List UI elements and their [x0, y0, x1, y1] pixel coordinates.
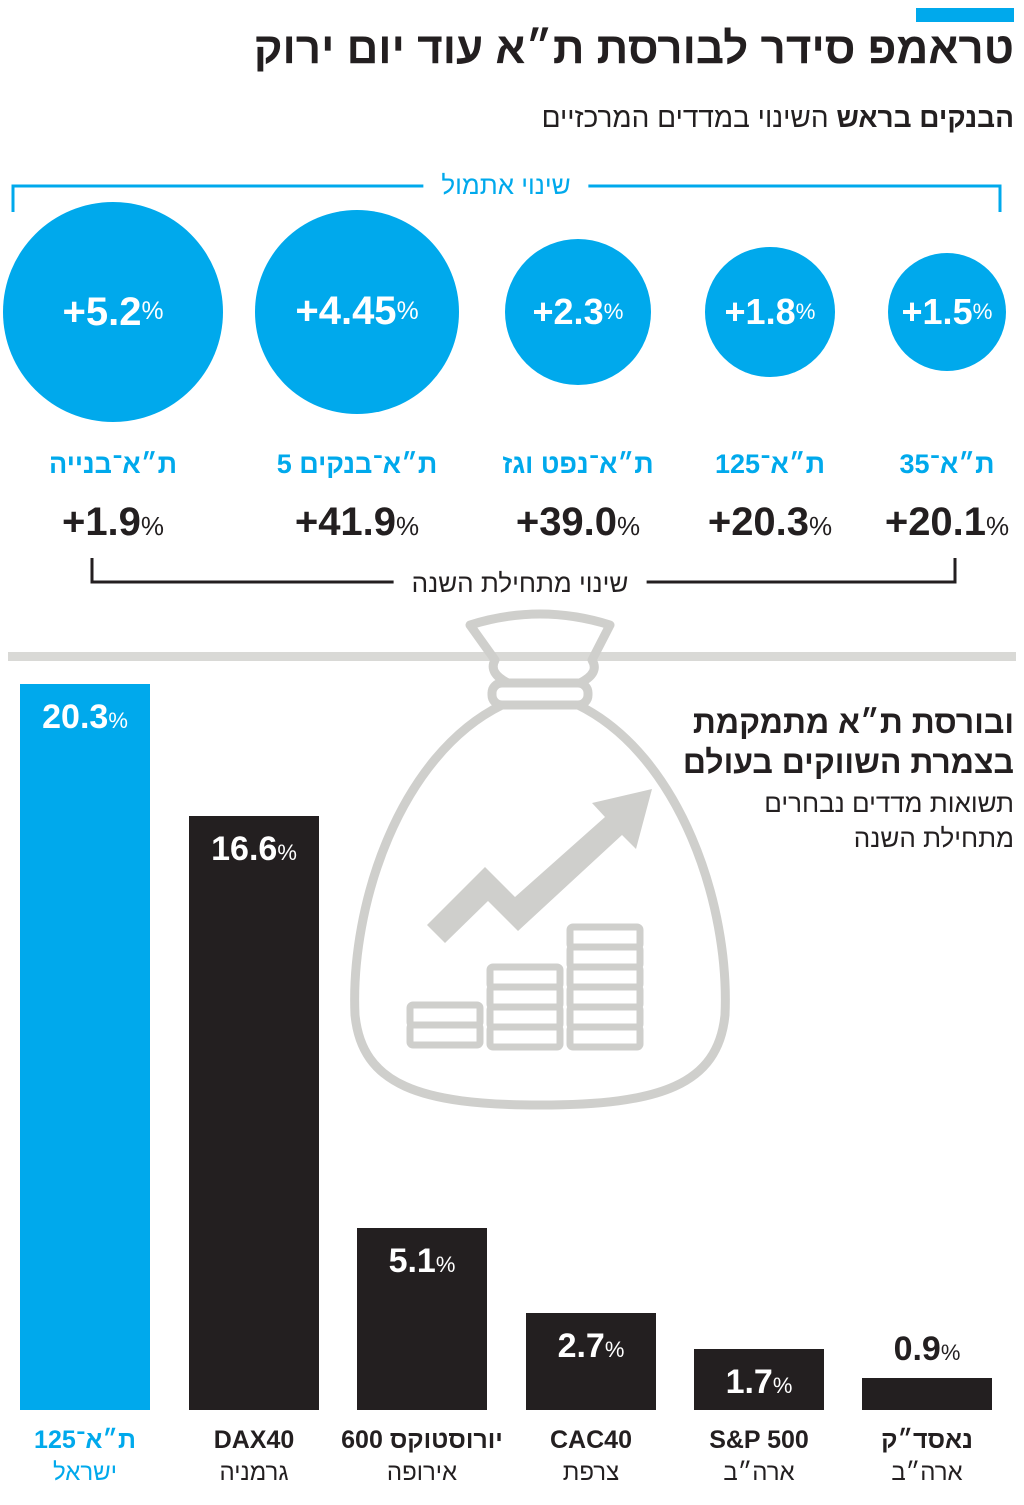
bar-category-label: CAC40 צרפת [550, 1424, 632, 1488]
bubble-circle: +5.2% [3, 202, 223, 422]
percent-sign: % [617, 511, 641, 541]
bar-chart-title: ובורסת ת״א מתמקמת בצמרת השווקים בעולם [683, 702, 1014, 782]
bar-country-name: ישראל [53, 1458, 117, 1486]
percent-sign: % [108, 708, 128, 733]
bubble-circle: +4.45% [255, 210, 459, 414]
bar-value-label: 20.3% [20, 698, 150, 737]
bubble-circle: +1.5% [887, 252, 1007, 372]
bar-category-label: ת״א־125 ישראל [34, 1424, 136, 1488]
accent-bar [916, 8, 1014, 22]
ytd-value-label: +41.9% [295, 500, 419, 545]
percent-sign: % [140, 511, 165, 541]
bar-category-name: יורוסטוקס 600 [341, 1426, 503, 1454]
value-number: +41.9 [294, 500, 397, 544]
percent-sign: % [772, 1373, 793, 1399]
page-title: טראמפ סידר לבורסת ת״א עוד יום ירוק [253, 24, 1014, 73]
bar-chart-subtitle: תשואות מדדים נבחרים מתחילת השנה [764, 786, 1014, 856]
value-number: +39.0 [515, 500, 618, 544]
bubble-category-label: ת״א־125 [714, 449, 826, 479]
value-number: 2.7 [557, 1327, 605, 1366]
bar [694, 1349, 824, 1410]
value-number: +1.8 [724, 290, 796, 332]
bar-value-label: 1.7% [694, 1363, 824, 1402]
bubble-category-label: ת״א־נפט וגז [502, 449, 654, 479]
percent-sign: % [435, 1251, 456, 1277]
value-number: +20.1 [884, 500, 987, 544]
ytd-value-label: +20.3% [708, 500, 832, 545]
percent-sign: % [141, 298, 164, 325]
percent-sign: % [604, 1337, 625, 1363]
percent-sign: % [986, 511, 1010, 541]
bar-value-label: 0.9% [862, 1330, 992, 1369]
bubble-category-label: ת״א־בנקים 5 [276, 449, 438, 479]
value-number: 16.6 [211, 830, 278, 869]
bar [357, 1227, 487, 1410]
value-number: 0.9 [893, 1329, 941, 1368]
value-number: +20.3 [707, 500, 810, 544]
subtitle-rest: השינוי במדדים המרכזיים [541, 102, 829, 133]
bar-category-name: CAC40 [550, 1426, 632, 1454]
value-number: +4.45 [295, 289, 397, 334]
bar-category-name: נאסד״ק [881, 1426, 973, 1454]
bar-country-name: צרפת [562, 1458, 620, 1486]
bubble-category-label: ת״א־בנייה [49, 449, 177, 479]
bar-country-name: גרמניה [219, 1458, 289, 1486]
value-number: 20.3 [42, 698, 109, 736]
bubble-circle: +1.8% [705, 247, 835, 377]
percent-sign: % [603, 298, 624, 324]
value-number: 5.1 [388, 1241, 436, 1280]
ytd-bracket-label: שינוי מתחילת השנה [393, 568, 647, 599]
bar-category-name: DAX40 [213, 1426, 295, 1454]
bar-country-name: ארה״ב [723, 1458, 795, 1486]
bar-category-name: ת״א־125 [34, 1426, 136, 1454]
bar [189, 816, 319, 1410]
percent-sign: % [809, 511, 833, 541]
bar-country-name: ארה״ב [891, 1458, 963, 1486]
bar [526, 1313, 656, 1410]
bar-category-label: DAX40 גרמניה [214, 1424, 295, 1488]
money-bag-icon [350, 609, 730, 1110]
ytd-value-label: +1.9% [62, 500, 164, 545]
percent-sign: % [795, 298, 816, 324]
bar-chart-title-line2: בצמרת השווקים בעולם [682, 744, 1014, 780]
bar-category-label: יורוסטוקס 600 אירופה [341, 1424, 503, 1488]
subtitle-bold: הבנקים בראש [836, 102, 1014, 133]
bar-category-name: S&P 500 [709, 1426, 809, 1454]
percent-sign: % [972, 298, 993, 324]
ytd-value-label: +39.0% [516, 500, 640, 545]
page-subtitle: הבנקים בראש השינוי במדדים המרכזיים [542, 102, 1014, 134]
value-number: +5.2 [62, 289, 142, 334]
daily-bracket-label: שינוי אתמול [423, 170, 589, 201]
bar-chart-title-line1: ובורסת ת״א מתמקמת [692, 704, 1014, 740]
bar-value-label: 5.1% [357, 1242, 487, 1281]
percent-sign: % [396, 511, 420, 541]
bar-value-label: 2.7% [526, 1327, 656, 1366]
percent-sign: % [396, 297, 419, 325]
bar [862, 1377, 992, 1410]
bar-value-label: 16.6% [189, 830, 319, 869]
bar-country-name: אירופה [386, 1458, 458, 1486]
percent-sign: % [940, 1339, 961, 1365]
value-number: 1.7 [725, 1363, 773, 1402]
bar [20, 684, 150, 1410]
bar-chart-subtitle-line2: מתחילת השנה [853, 823, 1014, 854]
section-divider [8, 652, 1016, 661]
value-number: +1.9 [61, 500, 141, 544]
bar-category-label: נאסד״ק ארה״ב [881, 1424, 973, 1488]
value-number: +2.3 [532, 290, 604, 332]
bubble-circle: +2.3% [504, 238, 652, 386]
bar-chart-subtitle-line1: תשואות מדדים נבחרים [764, 788, 1014, 818]
percent-sign: % [277, 840, 297, 866]
bubble-category-label: ת״א־35 [899, 449, 995, 479]
bar-category-label: S&P 500 ארה״ב [709, 1424, 809, 1488]
ytd-value-label: +20.1% [885, 500, 1009, 545]
value-number: +1.5 [901, 290, 973, 332]
